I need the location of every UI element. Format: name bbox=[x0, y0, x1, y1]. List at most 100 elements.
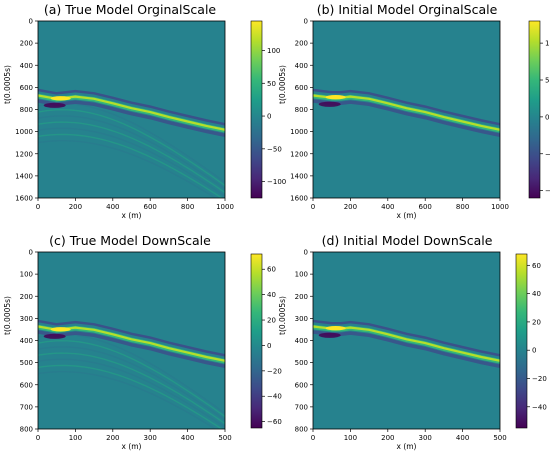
x-axis-label: x (m) bbox=[397, 442, 417, 451]
event-trough-upper bbox=[38, 88, 225, 126]
x-tick-label: 400 bbox=[456, 434, 469, 442]
diffraction-arc bbox=[38, 139, 217, 198]
event-apex-peak bbox=[325, 326, 346, 331]
y-tick-label: 1200 bbox=[290, 150, 308, 158]
y-tick-label: 1200 bbox=[15, 150, 33, 158]
x-tick-label: 200 bbox=[106, 434, 119, 442]
event-apex-trough bbox=[43, 333, 66, 339]
colorbar bbox=[250, 253, 263, 429]
colorbar-tick-label: −40 bbox=[532, 403, 547, 411]
x-tick-label: 400 bbox=[106, 203, 119, 211]
colorbar bbox=[528, 20, 541, 199]
y-tick-label: 100 bbox=[20, 271, 33, 279]
colorbar-tick-label: −100 bbox=[267, 178, 286, 186]
y-tick-label: 300 bbox=[295, 315, 308, 323]
y-tick-label: 800 bbox=[295, 426, 308, 434]
panel-title: (a) True Model OrginalScale bbox=[44, 2, 217, 17]
event-apex-trough bbox=[43, 102, 66, 108]
colorbar-tick-label: 0 bbox=[532, 347, 536, 355]
colorbar-tick-label: 60 bbox=[267, 266, 276, 274]
x-tick-label: 0 bbox=[311, 434, 315, 442]
x-tick-label: 200 bbox=[381, 434, 394, 442]
y-axis-label: t(0.0005s) bbox=[278, 296, 287, 335]
diffraction-arc bbox=[38, 358, 225, 428]
colorbar-tick-label: 40 bbox=[532, 290, 541, 298]
diffraction-arc bbox=[38, 127, 225, 197]
event-apex-trough bbox=[318, 101, 341, 107]
y-tick-label: 200 bbox=[20, 293, 33, 301]
event-trough-upper bbox=[38, 319, 225, 357]
x-tick-label: 400 bbox=[381, 203, 394, 211]
event-apex-peak bbox=[50, 327, 71, 332]
y-tick-label: 700 bbox=[20, 403, 33, 411]
y-tick-label: 0 bbox=[304, 18, 308, 26]
x-axis-label: x (m) bbox=[122, 211, 142, 220]
colorbar bbox=[515, 253, 528, 429]
colorbar-tick-label: 20 bbox=[532, 318, 541, 326]
x-tick-label: 300 bbox=[144, 434, 157, 442]
x-tick-label: 300 bbox=[419, 434, 432, 442]
y-tick-label: 600 bbox=[20, 84, 33, 92]
y-tick-label: 600 bbox=[295, 381, 308, 389]
colorbar-tick-label: 100 bbox=[545, 40, 550, 48]
colorbar-tick-label: 0 bbox=[267, 342, 271, 350]
y-tick-label: 1000 bbox=[290, 128, 308, 136]
panel-1: (b) Initial Model OrginalScale 0 200 400 600… bbox=[278, 2, 550, 220]
heatmap-field bbox=[38, 88, 225, 198]
x-tick-label: 0 bbox=[36, 434, 40, 442]
x-tick-label: 1000 bbox=[216, 203, 234, 211]
y-tick-label: 200 bbox=[295, 40, 308, 48]
diffraction-arc bbox=[38, 115, 225, 190]
colorbar-tick-label: −20 bbox=[532, 375, 547, 383]
y-tick-label: 200 bbox=[20, 40, 33, 48]
diffraction-arc bbox=[38, 121, 225, 194]
event-trough-upper bbox=[313, 319, 500, 357]
colorbar-tick-label: −60 bbox=[267, 418, 282, 426]
colorbar-tick-label: −100 bbox=[545, 187, 550, 195]
colorbar-tick-label: 50 bbox=[267, 80, 276, 88]
x-tick-label: 100 bbox=[69, 434, 82, 442]
event-apex-peak bbox=[50, 96, 71, 101]
colorbar-tick-label: 20 bbox=[267, 317, 276, 325]
event-apex-peak bbox=[325, 95, 346, 100]
y-tick-label: 800 bbox=[20, 426, 33, 434]
colorbar-tick-label: 0 bbox=[267, 113, 271, 121]
x-tick-label: 800 bbox=[456, 203, 469, 211]
event-trough-lower bbox=[38, 99, 225, 138]
panel-title: (c) True Model DownScale bbox=[49, 233, 211, 248]
y-axis-label: t(0.0005s) bbox=[278, 65, 287, 104]
x-tick-label: 200 bbox=[344, 203, 357, 211]
x-tick-label: 1000 bbox=[491, 203, 509, 211]
diffraction-arc bbox=[38, 339, 225, 418]
x-tick-label: 500 bbox=[218, 434, 231, 442]
y-axis-label: t(0.0005s) bbox=[3, 296, 12, 335]
y-tick-label: 700 bbox=[295, 403, 308, 411]
x-tick-label: 0 bbox=[36, 203, 40, 211]
x-axis-label: x (m) bbox=[397, 211, 417, 220]
y-tick-label: 500 bbox=[295, 359, 308, 367]
y-tick-label: 600 bbox=[295, 84, 308, 92]
y-tick-label: 600 bbox=[20, 381, 33, 389]
x-tick-label: 400 bbox=[181, 434, 194, 442]
diffraction-arc bbox=[38, 133, 224, 198]
colorbar-tick-label: 60 bbox=[532, 262, 541, 270]
y-tick-label: 500 bbox=[20, 359, 33, 367]
y-tick-label: 400 bbox=[20, 62, 33, 70]
x-tick-label: 100 bbox=[344, 434, 357, 442]
x-tick-label: 600 bbox=[419, 203, 432, 211]
diffraction-arc bbox=[38, 364, 224, 429]
event-apex-trough bbox=[318, 332, 341, 338]
diffraction-arc bbox=[38, 352, 225, 425]
event-trough-upper bbox=[313, 88, 500, 126]
panel-title: (b) Initial Model OrginalScale bbox=[317, 2, 498, 17]
diffraction-arc bbox=[38, 108, 225, 187]
x-tick-label: 500 bbox=[493, 434, 506, 442]
y-tick-label: 0 bbox=[29, 249, 33, 257]
colorbar-tick-label: −40 bbox=[267, 393, 282, 401]
y-tick-label: 200 bbox=[295, 293, 308, 301]
heatmap-field bbox=[313, 88, 500, 138]
heatmap-field bbox=[313, 319, 500, 369]
